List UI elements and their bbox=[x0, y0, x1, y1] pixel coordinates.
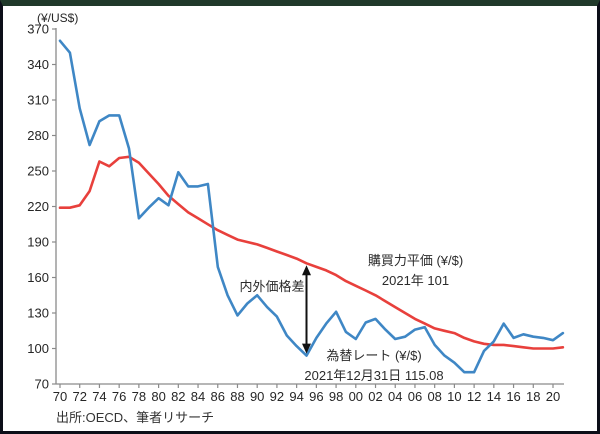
y-tick-label: 190 bbox=[27, 235, 49, 250]
x-tick-label: 74 bbox=[92, 389, 106, 404]
x-tick-label: 18 bbox=[526, 389, 540, 404]
x-axis-ticks: 70 72 74 76 78 80 82 84 86 88 90 92 94 96 98 00 02 04 06 08… bbox=[53, 384, 560, 404]
y-tick-label: 160 bbox=[27, 270, 49, 285]
x-tick-label: 02 bbox=[368, 389, 382, 404]
ppp-annotation-line1: 購買力平価 (¥/$) bbox=[367, 253, 464, 268]
x-tick-label: 70 bbox=[53, 389, 67, 404]
y-tick-label: 220 bbox=[27, 199, 49, 214]
fx-annotation: 為替レート (¥/$) 2021年12月31日 115.08 bbox=[281, 346, 467, 386]
gap-annotation-label: 内外価格差 bbox=[239, 279, 305, 294]
x-tick-label: 80 bbox=[151, 389, 165, 404]
y-tick-label: 70 bbox=[35, 377, 49, 392]
y-axis-ticks: 70 100 130 160 190 220 250 280 310 340 370 bbox=[27, 22, 56, 392]
ppp-annotation: 購買力平価 (¥/$) 2021年 101 bbox=[333, 251, 498, 291]
x-tick-label: 78 bbox=[132, 389, 146, 404]
exchange-rate-line bbox=[58, 39, 565, 374]
x-tick-label: 84 bbox=[191, 389, 205, 404]
x-tick-label: 92 bbox=[270, 389, 284, 404]
x-tick-label: 16 bbox=[506, 389, 520, 404]
x-tick-label: 12 bbox=[467, 389, 481, 404]
x-tick-label: 98 bbox=[329, 389, 343, 404]
x-tick-label: 82 bbox=[171, 389, 185, 404]
x-tick-label: 86 bbox=[211, 389, 225, 404]
x-tick-label: 20 bbox=[546, 389, 560, 404]
x-tick-label: 88 bbox=[230, 389, 244, 404]
x-tick-label: 76 bbox=[112, 389, 126, 404]
fx-annotation-line2: 2021年12月31日 115.08 bbox=[304, 368, 444, 383]
x-tick-label: 14 bbox=[487, 389, 501, 404]
y-axis-unit-label: (¥/US$) bbox=[37, 11, 79, 25]
x-tick-label: 08 bbox=[427, 389, 441, 404]
x-tick-label: 72 bbox=[72, 389, 86, 404]
y-tick-label: 130 bbox=[27, 306, 49, 321]
price-gap-arrow bbox=[302, 265, 311, 354]
axes bbox=[55, 28, 564, 385]
x-tick-label: 96 bbox=[309, 389, 323, 404]
data-series bbox=[58, 39, 565, 374]
y-tick-label: 250 bbox=[27, 164, 49, 179]
x-tick-label: 10 bbox=[447, 389, 461, 404]
fx-annotation-line1: 為替レート (¥/$) bbox=[326, 348, 422, 363]
gap-arrow-head-down bbox=[302, 343, 311, 354]
x-tick-label: 90 bbox=[250, 389, 264, 404]
y-tick-label: 100 bbox=[27, 341, 49, 356]
y-tick-label: 310 bbox=[27, 93, 49, 108]
source-note: 出所:OECD、筆者リサーチ bbox=[56, 410, 215, 425]
y-tick-label: 280 bbox=[27, 128, 49, 143]
ppp-annotation-line2: 2021年 101 bbox=[381, 273, 450, 288]
x-tick-label: 06 bbox=[408, 389, 422, 404]
x-tick-label: 00 bbox=[349, 389, 363, 404]
gap-arrow-head-up bbox=[302, 265, 311, 276]
x-tick-label: 94 bbox=[289, 389, 303, 404]
ppp-line bbox=[58, 155, 565, 350]
y-tick-label: 370 bbox=[27, 22, 49, 37]
y-tick-label: 340 bbox=[27, 57, 49, 72]
x-tick-label: 04 bbox=[388, 389, 402, 404]
